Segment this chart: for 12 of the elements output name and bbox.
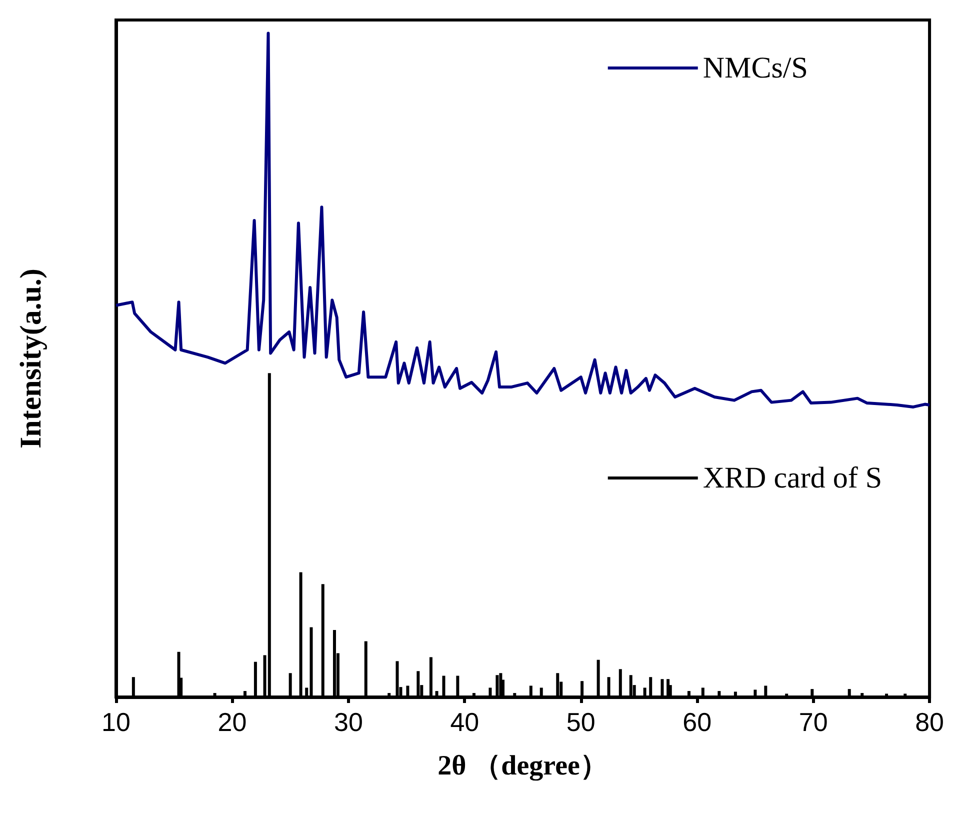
x-tick-label: 30 — [334, 707, 363, 737]
legend-label: XRD card of S — [702, 462, 882, 494]
x-tick-label: 70 — [798, 707, 828, 737]
x-tick-label: 40 — [450, 707, 480, 737]
y-axis-title: Intensity(a.u.) — [14, 268, 48, 449]
x-tick-label: 10 — [102, 707, 130, 737]
x-axis-title: 2θ （degree） — [438, 750, 608, 782]
x-tick-label: 60 — [682, 707, 712, 737]
x-tick-label: 20 — [218, 707, 247, 737]
x-tick-label: 80 — [915, 707, 944, 737]
legend-label: NMCs/S — [702, 52, 808, 84]
x-tick-label: 50 — [566, 707, 596, 737]
